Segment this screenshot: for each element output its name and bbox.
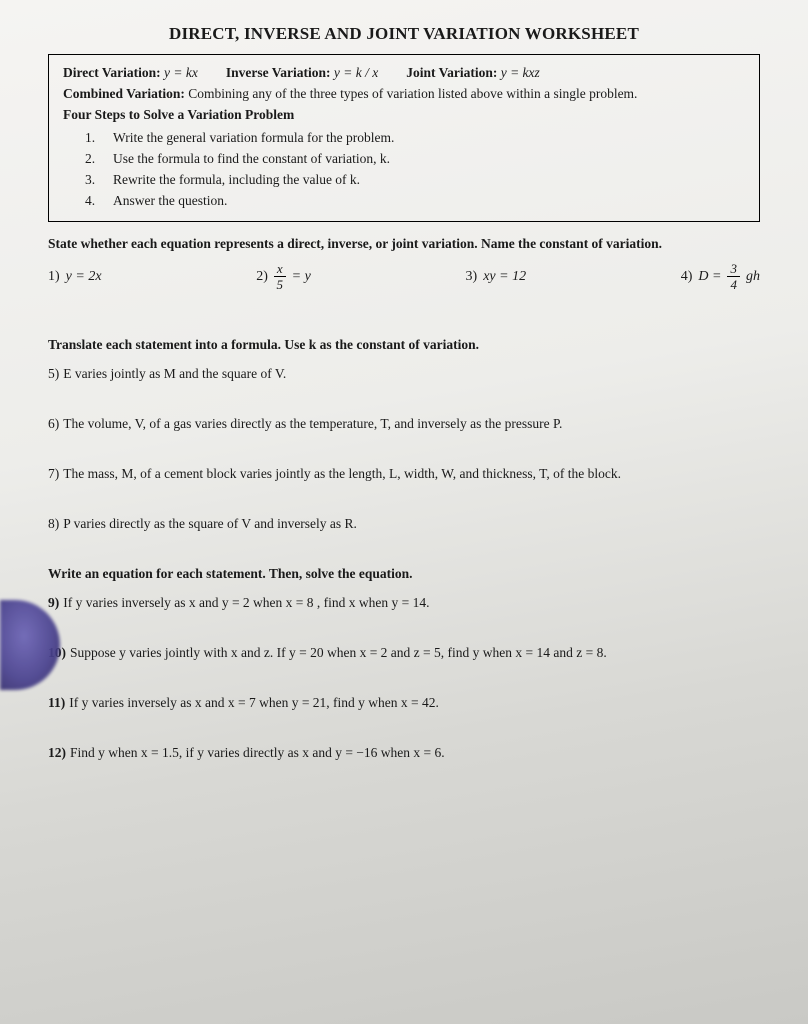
q-eq: y = 2x [66, 269, 102, 285]
direct-label: Direct Variation: [63, 65, 161, 80]
section-c-instr: Write an equation for each statement. Th… [48, 566, 760, 582]
combined-label: Combined Variation: [63, 86, 185, 101]
q-text: Suppose y varies jointly with x and z. I… [70, 645, 607, 660]
section-b-instr: Translate each statement into a formula.… [48, 337, 760, 353]
q1: 1) y = 2x [48, 262, 102, 291]
q-eq-lhs: D = [698, 269, 721, 285]
q-text: If y varies inversely as x and x = 7 whe… [69, 695, 439, 710]
fraction: 3 4 [727, 262, 740, 291]
q-text: If y varies inversely as x and y = 2 whe… [63, 595, 429, 610]
q-num: 8) [48, 516, 59, 531]
fraction: x 5 [274, 262, 286, 291]
q-num: 7) [48, 466, 59, 481]
step-item: 3.Rewrite the formula, including the val… [85, 170, 745, 191]
joint-label: Joint Variation: [406, 65, 497, 80]
q3: 3) xy = 12 [466, 262, 527, 291]
q-text: Find y when x = 1.5, if y varies directl… [70, 745, 445, 760]
q2: 2) x 5 = y [256, 262, 311, 291]
q5: 5) E varies jointly as M and the square o… [48, 366, 760, 382]
q-num: 2) [256, 269, 268, 285]
q-eq: xy = 12 [483, 269, 526, 285]
q7: 7) The mass, M, of a cement block varies … [48, 466, 760, 482]
thumb-shadow [0, 600, 60, 690]
q-eq: = y [292, 269, 311, 285]
q-num: 6) [48, 416, 59, 431]
q4: 4) D = 3 4 gh [681, 262, 760, 291]
steps-heading: Four Steps to Solve a Variation Problem [63, 105, 745, 126]
step-text: Rewrite the formula, including the value… [113, 170, 360, 191]
q-text: P varies directly as the square of V and… [63, 516, 357, 531]
section-a-questions: 1) y = 2x 2) x 5 = y 3) xy = 12 4) D = 3… [48, 262, 760, 291]
q-eq-rhs: gh [746, 269, 760, 285]
q10: 10)Suppose y varies jointly with x and z… [48, 645, 760, 661]
frac-bot: 5 [277, 277, 284, 291]
q8: 8) P varies directly as the square of V a… [48, 516, 760, 532]
step-text: Answer the question. [113, 191, 227, 212]
q-num: 4) [681, 269, 693, 285]
frac-top: 3 [727, 262, 740, 277]
q-num: 12) [48, 745, 66, 760]
combined-row: Combined Variation: Combining any of the… [63, 84, 745, 105]
variation-formulas-row: Direct Variation: y = kx Inverse Variati… [63, 63, 745, 84]
combined-text: Combining any of the three types of vari… [188, 86, 637, 101]
q6: 6) The volume, V, of a gas varies directl… [48, 416, 760, 432]
step-item: 4.Answer the question. [85, 191, 745, 212]
q-num: 5) [48, 366, 59, 381]
reference-box: Direct Variation: y = kx Inverse Variati… [48, 54, 760, 222]
q-num: 1) [48, 269, 60, 285]
q-text: The volume, V, of a gas varies directly … [63, 416, 562, 431]
frac-bot: 4 [730, 277, 737, 291]
q-num: 3) [466, 269, 478, 285]
frac-top: x [274, 262, 286, 277]
inverse-label: Inverse Variation: [226, 65, 331, 80]
q-num: 11) [48, 695, 65, 710]
inverse-eq: y = k / x [334, 65, 378, 80]
joint-eq: y = kxz [501, 65, 540, 80]
q-num: 9) [48, 595, 59, 610]
q11: 11) If y varies inversely as x and x = 7 … [48, 695, 760, 711]
step-text: Write the general variation formula for … [113, 128, 394, 149]
section-a-instr: State whether each equation represents a… [48, 236, 760, 252]
q9: 9) If y varies inversely as x and y = 2 w… [48, 595, 760, 611]
step-item: 2.Use the formula to find the constant o… [85, 149, 745, 170]
step-item: 1.Write the general variation formula fo… [85, 128, 745, 149]
q12: 12) Find y when x = 1.5, if y varies dire… [48, 745, 760, 761]
direct-eq: y = kx [164, 65, 198, 80]
q-text: E varies jointly as M and the square of … [63, 366, 286, 381]
step-text: Use the formula to find the constant of … [113, 149, 390, 170]
worksheet-page: DIRECT, INVERSE AND JOINT VARIATION WORK… [0, 0, 808, 1024]
q-text: The mass, M, of a cement block varies jo… [63, 466, 621, 481]
page-title: DIRECT, INVERSE AND JOINT VARIATION WORK… [48, 24, 760, 44]
steps-list: 1.Write the general variation formula fo… [85, 128, 745, 212]
